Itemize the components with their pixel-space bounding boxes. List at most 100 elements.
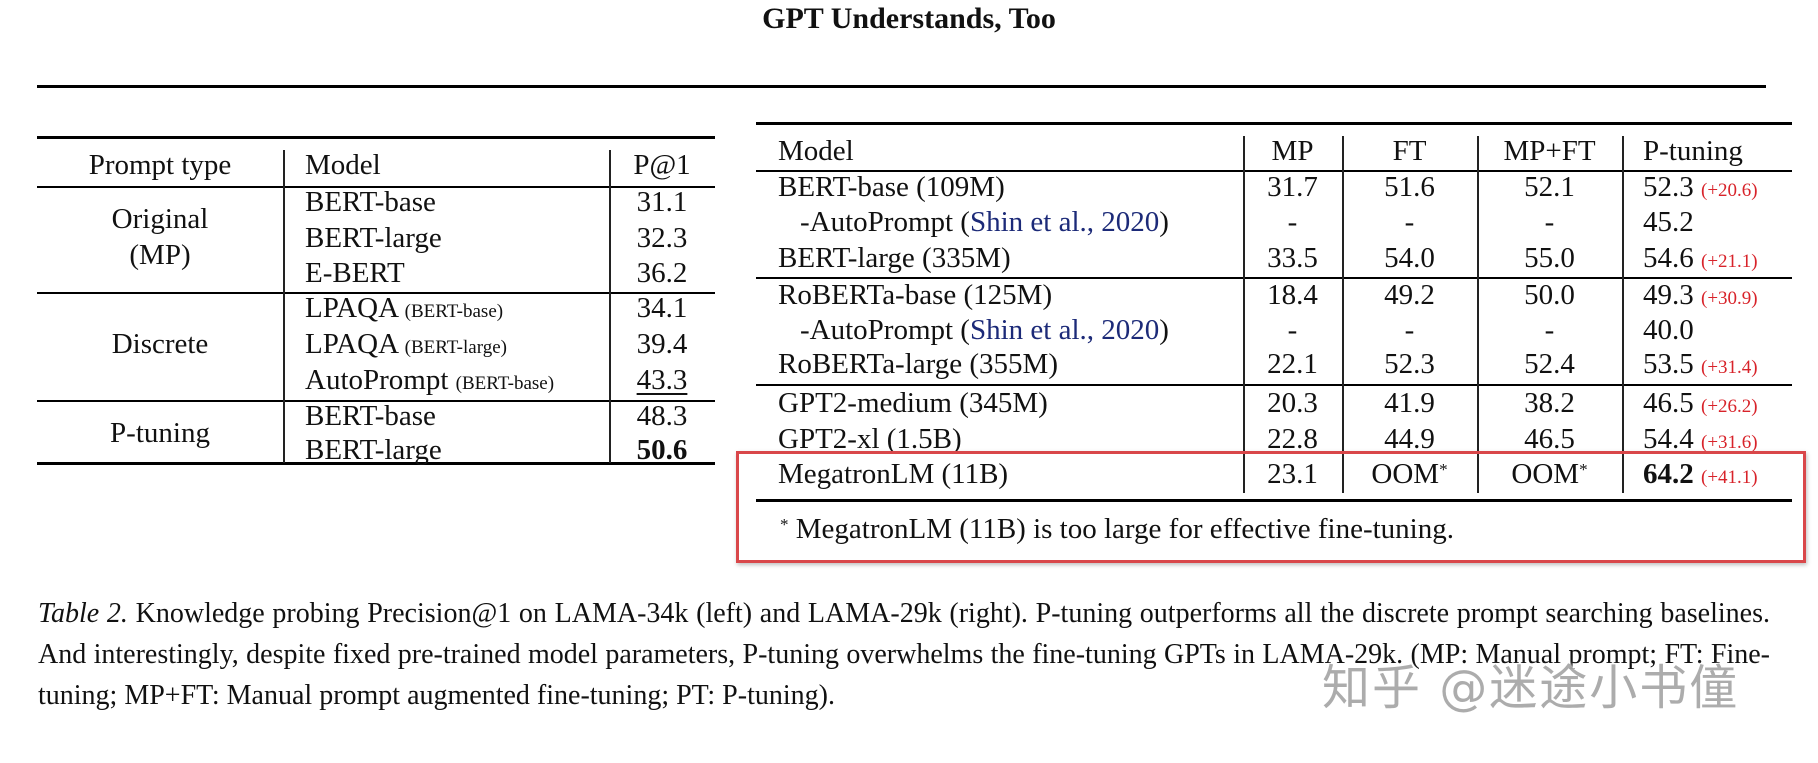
cell-mp: 23.1 [1267, 458, 1318, 490]
cell-ft: 44.9 [1384, 423, 1435, 455]
cell-p-tuning: 53.5 (+31.4) [1643, 348, 1758, 380]
right-table-group-rule [756, 384, 1792, 386]
table-row-model: GPT2-xl (1.5B) [778, 423, 962, 455]
right-table-bottom-rule [756, 499, 1792, 502]
right-col-header-ft: FT [1392, 135, 1427, 167]
cell-ft: - [1404, 206, 1415, 238]
cell-mp: 31.7 [1267, 171, 1318, 203]
left-col-header-p1: P@1 [633, 149, 691, 181]
improvement-delta: (+20.6) [1701, 180, 1758, 201]
table-caption: Table 2. Knowledge probing Precision@1 o… [38, 593, 1770, 716]
table-row-model: RoBERTa-base (125M) [778, 279, 1053, 311]
table-row-model: BERT-base [305, 186, 436, 218]
group-label-original: Original [111, 203, 209, 235]
table-row-model: LPAQA (BERT-base) [305, 292, 504, 324]
table-row-model: BERT-base (109M) [778, 171, 1005, 203]
improvement-delta: (+26.2) [1701, 396, 1758, 417]
cell-mp-ft: - [1544, 206, 1555, 238]
table-row-model: GPT2-medium (345M) [778, 387, 1048, 419]
cell-mp-ft-oom: OOM* [1511, 458, 1588, 490]
left-table-group-rule [37, 292, 715, 294]
cell-ft: 49.2 [1384, 279, 1435, 311]
cell-mp: 18.4 [1267, 279, 1318, 311]
left-table-col-divider [283, 150, 285, 463]
right-col-header-p-tuning: P-tuning [1643, 135, 1743, 167]
header-rule [37, 85, 1766, 88]
model-backbone-note: (BERT-large) [404, 337, 507, 358]
caption-label: Table 2. [38, 598, 128, 629]
cell-mp-ft: 52.1 [1524, 171, 1575, 203]
left-col-header-prompt-type: Prompt type [88, 149, 232, 181]
table-row-model: BERT-large [305, 222, 442, 254]
improvement-delta: (+31.6) [1701, 432, 1758, 453]
model-backbone-note: (BERT-base) [455, 373, 555, 394]
table-row-model: -AutoPrompt (Shin et al., 2020) [800, 314, 1169, 346]
citation-link[interactable]: Shin et al., 2020 [969, 206, 1160, 238]
cell-mp-ft: 38.2 [1524, 387, 1575, 419]
table-row-p1: 39.4 [636, 328, 688, 360]
right-table-top-rule [756, 122, 1792, 125]
cell-mp-ft: 50.0 [1524, 279, 1575, 311]
cell-p-tuning-best: 64.2 (+41.1) [1643, 458, 1758, 490]
cell-mp-ft: - [1544, 314, 1555, 346]
cell-mp-ft: 46.5 [1524, 423, 1575, 455]
group-label-discrete: Discrete [111, 328, 209, 360]
right-table-col-divider [1243, 136, 1245, 493]
group-label-original-mp: (MP) [129, 239, 191, 271]
highlight-box [736, 451, 1806, 563]
group-label-p-tuning: P-tuning [110, 417, 210, 449]
left-table-header-rule [37, 186, 715, 188]
cell-p-tuning: 46.5 (+26.2) [1643, 387, 1758, 419]
table-row-p1-underlined: 43.3 [636, 364, 688, 396]
right-table-col-divider [1477, 136, 1479, 493]
left-table-col-divider [609, 150, 611, 463]
cell-ft: - [1404, 314, 1415, 346]
cell-ft: 41.9 [1384, 387, 1435, 419]
right-col-header-mp-ft: MP+FT [1503, 135, 1596, 167]
table-row-model: BERT-large (335M) [778, 242, 1011, 274]
cell-mp: 33.5 [1267, 242, 1318, 274]
improvement-delta: (+31.4) [1701, 357, 1758, 378]
footnote-marker: * [1579, 460, 1588, 479]
cell-ft: 52.3 [1384, 348, 1435, 380]
table-row-p1: 48.3 [636, 400, 688, 432]
cell-mp: - [1287, 314, 1298, 346]
table-row-p1: 32.3 [636, 222, 688, 254]
cell-p-tuning: 54.6 (+21.1) [1643, 242, 1758, 274]
cell-mp-ft: 52.4 [1524, 348, 1575, 380]
right-table-col-divider [1342, 136, 1344, 493]
cell-mp: 20.3 [1267, 387, 1318, 419]
footnote-marker: * [1439, 460, 1448, 479]
improvement-delta: (+21.1) [1701, 251, 1758, 272]
improvement-delta: (+30.9) [1701, 288, 1758, 309]
cell-mp: - [1287, 206, 1298, 238]
page-header-title: GPT Understands, Too [762, 2, 1056, 35]
table-row-model: E-BERT [305, 257, 405, 289]
cell-ft: 51.6 [1384, 171, 1435, 203]
cell-mp: 22.1 [1267, 348, 1318, 380]
left-col-header-model: Model [305, 149, 381, 181]
cell-ft: 54.0 [1384, 242, 1435, 274]
table-row-model: LPAQA (BERT-large) [305, 328, 507, 360]
table-row-p1: 36.2 [636, 257, 688, 289]
citation-link[interactable]: Shin et al., 2020 [969, 314, 1160, 346]
left-table-top-rule [37, 136, 715, 139]
model-backbone-note: (BERT-base) [404, 301, 504, 322]
right-table-col-divider [1622, 136, 1624, 493]
right-table-group-rule [756, 277, 1792, 279]
watermark: 知乎 @迷途小书僮 [1322, 660, 1740, 716]
cell-p-tuning: 54.4 (+31.6) [1643, 423, 1758, 455]
right-table-header-rule [756, 170, 1792, 172]
table-row-p1: 31.1 [636, 186, 688, 218]
cell-p-tuning: 52.3 (+20.6) [1643, 171, 1758, 203]
table-footnote: * MegatronLM (11B) is too large for effe… [780, 513, 1454, 545]
table-row-model: RoBERTa-large (355M) [778, 348, 1059, 380]
table-row-p1-best: 50.6 [636, 434, 688, 466]
table-row-p1: 34.1 [636, 292, 688, 324]
right-col-header-mp: MP [1271, 135, 1314, 167]
table-row-model: AutoPrompt (BERT-base) [305, 364, 555, 396]
cell-p-tuning: 49.3 (+30.9) [1643, 279, 1758, 311]
cell-p-tuning: 40.0 [1643, 314, 1694, 346]
cell-p-tuning: 45.2 [1643, 206, 1694, 238]
table-row-model: BERT-base [305, 400, 436, 432]
